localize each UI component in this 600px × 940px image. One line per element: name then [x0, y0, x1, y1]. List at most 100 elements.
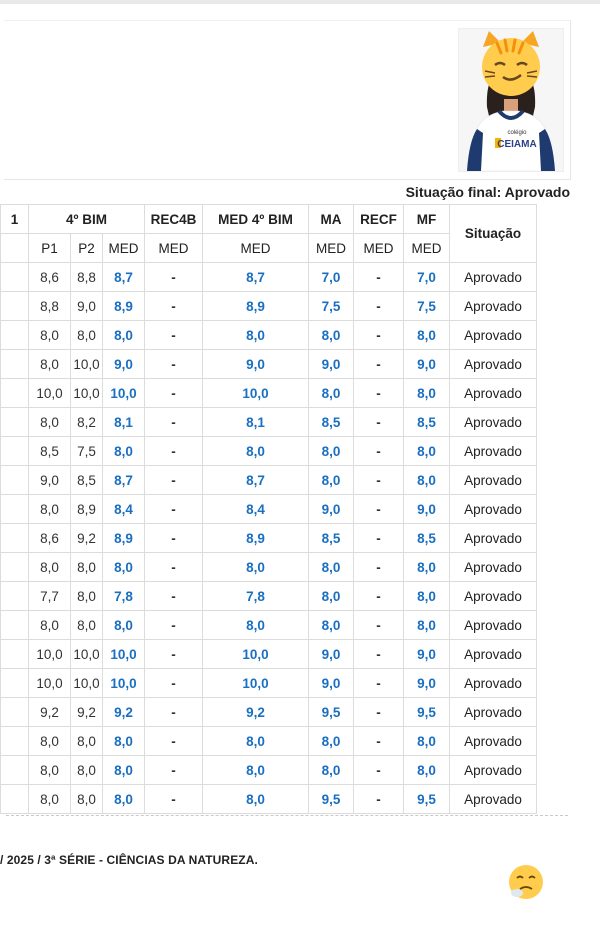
ma-cell: 8,0	[309, 727, 354, 756]
row-cut-cell	[1, 785, 29, 814]
p2-cell: 10,0	[71, 640, 103, 669]
ma-cell: 8,5	[309, 408, 354, 437]
row-cut-cell	[1, 669, 29, 698]
cut-column-header: 1	[1, 205, 29, 234]
ma-cell: 7,0	[309, 263, 354, 292]
row-cut-cell	[1, 321, 29, 350]
ma-cell: 8,0	[309, 582, 354, 611]
p1-cell: 10,0	[29, 379, 71, 408]
med4bim-cell: 9,2	[203, 698, 309, 727]
mf-cell: 8,0	[404, 553, 450, 582]
mf-med-header: MED	[404, 234, 450, 263]
p1-cell: 7,7	[29, 582, 71, 611]
rec4b-cell: -	[145, 669, 203, 698]
grades-table: 1 4º BIM REC4B MED 4º BIM MA RECF MF Sit…	[0, 204, 537, 814]
mf-cell: 8,5	[404, 408, 450, 437]
mf-cell: 8,0	[404, 379, 450, 408]
recf-cell: -	[354, 640, 404, 669]
table-row: 8,0 8,2 8,1-8,1 8,5-8,5 Aprovado	[1, 408, 537, 437]
row-cut-cell	[1, 350, 29, 379]
situacao-header: Situação	[450, 205, 537, 263]
row-cut-cell	[1, 640, 29, 669]
rec4b-med-header: MED	[145, 234, 203, 263]
p2-cell: 10,0	[71, 669, 103, 698]
situacao-cell: Aprovado	[450, 408, 537, 437]
rec4b-cell: -	[145, 698, 203, 727]
row-cut-cell	[1, 698, 29, 727]
mf-cell: 9,0	[404, 640, 450, 669]
mf-cell: 8,0	[404, 437, 450, 466]
p1-cell: 8,0	[29, 727, 71, 756]
med4bim-cell: 8,0	[203, 727, 309, 756]
med4bim-cell: 7,8	[203, 582, 309, 611]
row-cut-cell	[1, 611, 29, 640]
med-cell: 8,4	[103, 495, 145, 524]
rec4b-cell: -	[145, 292, 203, 321]
med4bim-cell: 8,4	[203, 495, 309, 524]
mf-cell: 8,0	[404, 727, 450, 756]
p1-cell: 8,8	[29, 292, 71, 321]
p2-cell: 8,0	[71, 756, 103, 785]
top-scroll-edge	[0, 0, 600, 4]
row-cut-cell	[1, 727, 29, 756]
mf-cell: 9,0	[404, 495, 450, 524]
p1-cell: 8,0	[29, 553, 71, 582]
situacao-cell: Aprovado	[450, 640, 537, 669]
rec4b-cell: -	[145, 263, 203, 292]
mf-cell: 7,5	[404, 292, 450, 321]
row-cut-cell	[1, 379, 29, 408]
shirt-logo-small: colégio	[507, 130, 527, 136]
p2-cell: 8,0	[71, 321, 103, 350]
row-cut-cell	[1, 582, 29, 611]
situacao-cell: Aprovado	[450, 495, 537, 524]
ma-cell: 8,0	[309, 379, 354, 408]
recf-cell: -	[354, 524, 404, 553]
row-cut-cell	[1, 263, 29, 292]
row-cut-cell	[1, 408, 29, 437]
ma-med-header: MED	[309, 234, 354, 263]
p1-cell: 8,0	[29, 611, 71, 640]
rec4b-cell: -	[145, 495, 203, 524]
med-cell: 8,9	[103, 524, 145, 553]
med-cell: 10,0	[103, 379, 145, 408]
recf-cell: -	[354, 408, 404, 437]
med4bim-cell: 8,9	[203, 524, 309, 553]
class-info: / 2025 / 3ª SÉRIE - CIÊNCIAS DA NATUREZA…	[0, 853, 258, 867]
situacao-cell: Aprovado	[450, 669, 537, 698]
ma-cell: 9,0	[309, 669, 354, 698]
rec4b-cell: -	[145, 437, 203, 466]
row-cut-cell	[1, 466, 29, 495]
student-photo: colégio CEIAMA	[458, 28, 564, 172]
p1-cell: 9,2	[29, 698, 71, 727]
row-cut-cell	[1, 495, 29, 524]
p2-cell: 8,9	[71, 495, 103, 524]
ma-cell: 8,0	[309, 756, 354, 785]
situacao-cell: Aprovado	[450, 437, 537, 466]
p2-cell: 8,0	[71, 727, 103, 756]
med4bim-cell: 9,0	[203, 350, 309, 379]
rec4b-cell: -	[145, 611, 203, 640]
row-cut-cell	[1, 756, 29, 785]
med4bim-cell: 10,0	[203, 669, 309, 698]
ma-cell: 8,0	[309, 321, 354, 350]
table-row: 10,0 10,0 10,0-10,0 9,0-9,0 Aprovado	[1, 669, 537, 698]
p1-cell: 8,0	[29, 321, 71, 350]
recf-cell: -	[354, 698, 404, 727]
table-row: 8,0 8,9 8,4-8,4 9,0-9,0 Aprovado	[1, 495, 537, 524]
med-cell: 8,7	[103, 263, 145, 292]
table-row: 8,0 8,0 8,0-8,0 8,0-8,0 Aprovado	[1, 553, 537, 582]
recf-cell: -	[354, 756, 404, 785]
med4bim-cell: 10,0	[203, 640, 309, 669]
p1-cell: 8,0	[29, 408, 71, 437]
table-row: 10,0 10,0 10,0-10,0 8,0-8,0 Aprovado	[1, 379, 537, 408]
p1-cell: 10,0	[29, 640, 71, 669]
recf-cell: -	[354, 582, 404, 611]
ma-cell: 9,0	[309, 640, 354, 669]
situacao-cell: Aprovado	[450, 321, 537, 350]
p1-cell: 8,5	[29, 437, 71, 466]
recf-cell: -	[354, 727, 404, 756]
table-row: 9,0 8,5 8,7-8,7 8,0-8,0 Aprovado	[1, 466, 537, 495]
med4bim-cell: 8,1	[203, 408, 309, 437]
mf-cell: 7,0	[404, 263, 450, 292]
ma-cell: 9,5	[309, 785, 354, 814]
